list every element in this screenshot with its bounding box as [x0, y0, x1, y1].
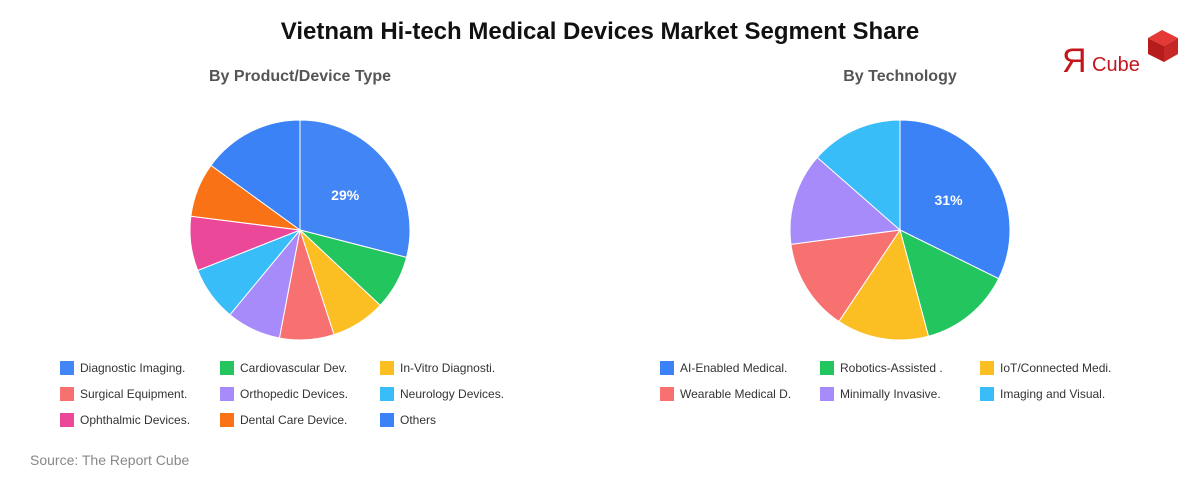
legend-swatch: [380, 412, 394, 427]
chart-title: Vietnam Hi-tech Medical Devices Market S…: [280, 18, 920, 45]
pie-data-label: 31%: [935, 192, 964, 208]
legend-swatch: [820, 386, 834, 401]
pie-slice-ai-enabled-medical: [899, 119, 1011, 280]
legend-swatch: [660, 360, 674, 375]
pie-slice-robotics-assisted: [899, 229, 1000, 337]
legend-swatch: [60, 412, 74, 427]
legend-item[interactable]: Dental Care Device.: [220, 412, 380, 427]
logo-r-letter: Я: [1062, 42, 1087, 80]
pie2-title: By Technology: [843, 68, 957, 85]
legend-swatch: [820, 360, 834, 375]
legend-label: Others: [400, 412, 437, 427]
pie-slice-minimally-invasive: [789, 156, 902, 245]
legend-item[interactable]: Ophthalmic Devices.: [60, 412, 220, 427]
pie1-title: By Product/Device Type: [209, 68, 391, 85]
legend-item[interactable]: Minimally Invasive.: [820, 386, 980, 401]
legend-swatch: [60, 360, 74, 375]
legend-label: AI-Enabled Medical.: [680, 360, 788, 375]
legend-swatch: [220, 386, 234, 401]
legend-swatch: [980, 360, 994, 375]
legend-item[interactable]: Orthopedic Devices.: [220, 386, 380, 401]
legend-item[interactable]: Wearable Medical D.: [660, 386, 820, 401]
legend-item[interactable]: Robotics-Assisted .: [820, 360, 980, 375]
legend-label: Diagnostic Imaging.: [80, 360, 186, 375]
pie-slice-imaging-and-visual: [816, 119, 901, 232]
logo-word: Cube: [1092, 54, 1140, 76]
legend-item[interactable]: AI-Enabled Medical.: [660, 360, 820, 375]
legend-item[interactable]: In-Vitro Diagnosti.: [380, 360, 540, 375]
source-note: Source: The Report Cube: [30, 452, 190, 468]
legend-label: In-Vitro Diagnosti.: [400, 360, 496, 375]
pie-slice-wearable-medical-d: [790, 229, 902, 323]
report-cube-logo: Я Cube: [1062, 26, 1182, 86]
pie-slice-others: [210, 119, 301, 231]
legend-swatch: [220, 360, 234, 375]
legend-label: Imaging and Visual.: [1000, 386, 1106, 401]
legend-label: IoT/Connected Medi.: [1000, 360, 1112, 375]
legend-label: Ophthalmic Devices.: [80, 412, 191, 427]
pie-data-label: 29%: [331, 187, 360, 203]
legend-swatch: [980, 386, 994, 401]
legend-item[interactable]: Surgical Equipment.: [60, 386, 220, 401]
legend-swatch: [380, 386, 394, 401]
legend-label: Orthopedic Devices.: [240, 386, 349, 401]
technology-legend: AI-Enabled Medical. Robotics-Assisted . Io…: [660, 360, 1140, 401]
product-legend: Diagnostic Imaging. Cardiovascular Dev. In…: [60, 360, 540, 427]
legend-swatch: [380, 360, 394, 375]
legend-item[interactable]: Cardiovascular Dev.: [220, 360, 380, 375]
legend-label: Surgical Equipment.: [80, 386, 188, 401]
pie-slice-iot-connected-medi: [838, 228, 930, 341]
technology-pie-chart: 31%: [789, 119, 1011, 341]
legend-label: Neurology Devices.: [400, 386, 505, 401]
legend-item[interactable]: Others: [380, 412, 540, 427]
legend-item[interactable]: IoT/Connected Medi.: [980, 360, 1140, 375]
legend-label: Robotics-Assisted .: [840, 360, 943, 375]
legend-label: Dental Care Device.: [240, 412, 348, 427]
legend-item[interactable]: Diagnostic Imaging.: [60, 360, 220, 375]
legend-item[interactable]: Imaging and Visual.: [980, 386, 1140, 401]
legend-swatch: [660, 386, 674, 401]
legend-item[interactable]: Neurology Devices.: [380, 386, 540, 401]
legend-swatch: [220, 412, 234, 427]
product-pie-chart: 29%: [189, 119, 411, 341]
legend-swatch: [60, 386, 74, 401]
legend-label: Cardiovascular Dev.: [240, 360, 348, 375]
legend-label: Wearable Medical D.: [680, 386, 792, 401]
legend-label: Minimally Invasive.: [840, 386, 941, 401]
pie-slice-diagnostic-imaging: [299, 119, 411, 258]
